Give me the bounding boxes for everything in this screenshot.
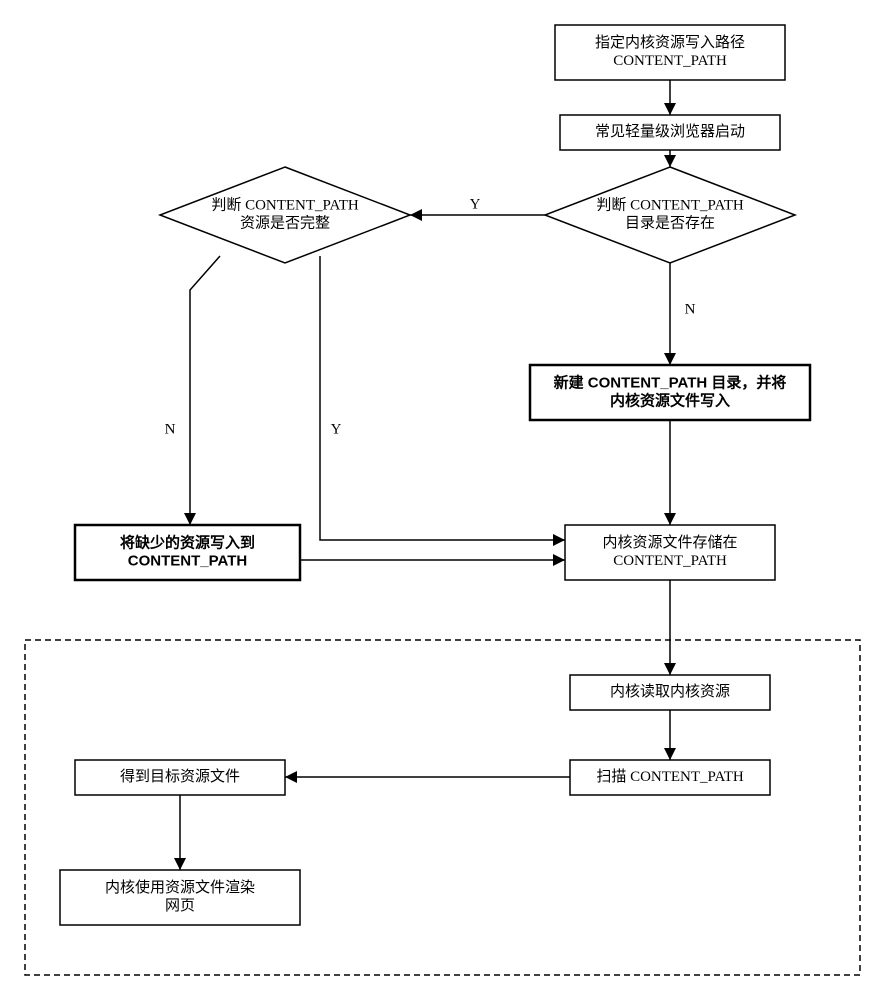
- node-n1-line1: CONTENT_PATH: [613, 53, 727, 69]
- edge-label-e6: N: [165, 421, 176, 437]
- node-n5-line1: 内核资源文件写入: [610, 391, 730, 409]
- node-n11-line0: 内核使用资源文件渲染: [105, 879, 255, 896]
- node-n1-line0: 指定内核资源写入路径: [595, 34, 745, 51]
- node-n5-line0: 新建 CONTENT_PATH 目录，并将: [554, 373, 787, 391]
- edge-e7: [320, 256, 565, 540]
- edge-label-e7: Y: [331, 421, 342, 437]
- node-n11-line1: 网页: [165, 898, 195, 914]
- edge-label-e4: N: [685, 301, 696, 317]
- node-n4-line1: 资源是否完整: [240, 214, 330, 231]
- edge-label-e3: Y: [470, 196, 481, 212]
- edge-e6: [190, 256, 220, 525]
- node-n3-line0: 判断 CONTENT_PATH: [596, 196, 744, 213]
- node-n6-line1: CONTENT_PATH: [128, 552, 247, 569]
- node-n2-line0: 常见轻量级浏览器启动: [595, 123, 745, 140]
- flowchart-canvas: YNNY指定内核资源写入路径CONTENT_PATH常见轻量级浏览器启动判断 C…: [0, 0, 885, 1000]
- node-n3-line1: 目录是否存在: [625, 214, 715, 231]
- node-n9-line0: 扫描 CONTENT_PATH: [596, 768, 744, 785]
- node-n10-line0: 得到目标资源文件: [120, 768, 240, 785]
- node-n7-line0: 内核资源文件存储在: [602, 534, 737, 551]
- node-n7-line1: CONTENT_PATH: [613, 553, 727, 569]
- node-n8-line0: 内核读取内核资源: [610, 683, 730, 700]
- node-n4-line0: 判断 CONTENT_PATH: [211, 196, 359, 213]
- node-n6-line0: 将缺少的资源写入到: [120, 533, 255, 551]
